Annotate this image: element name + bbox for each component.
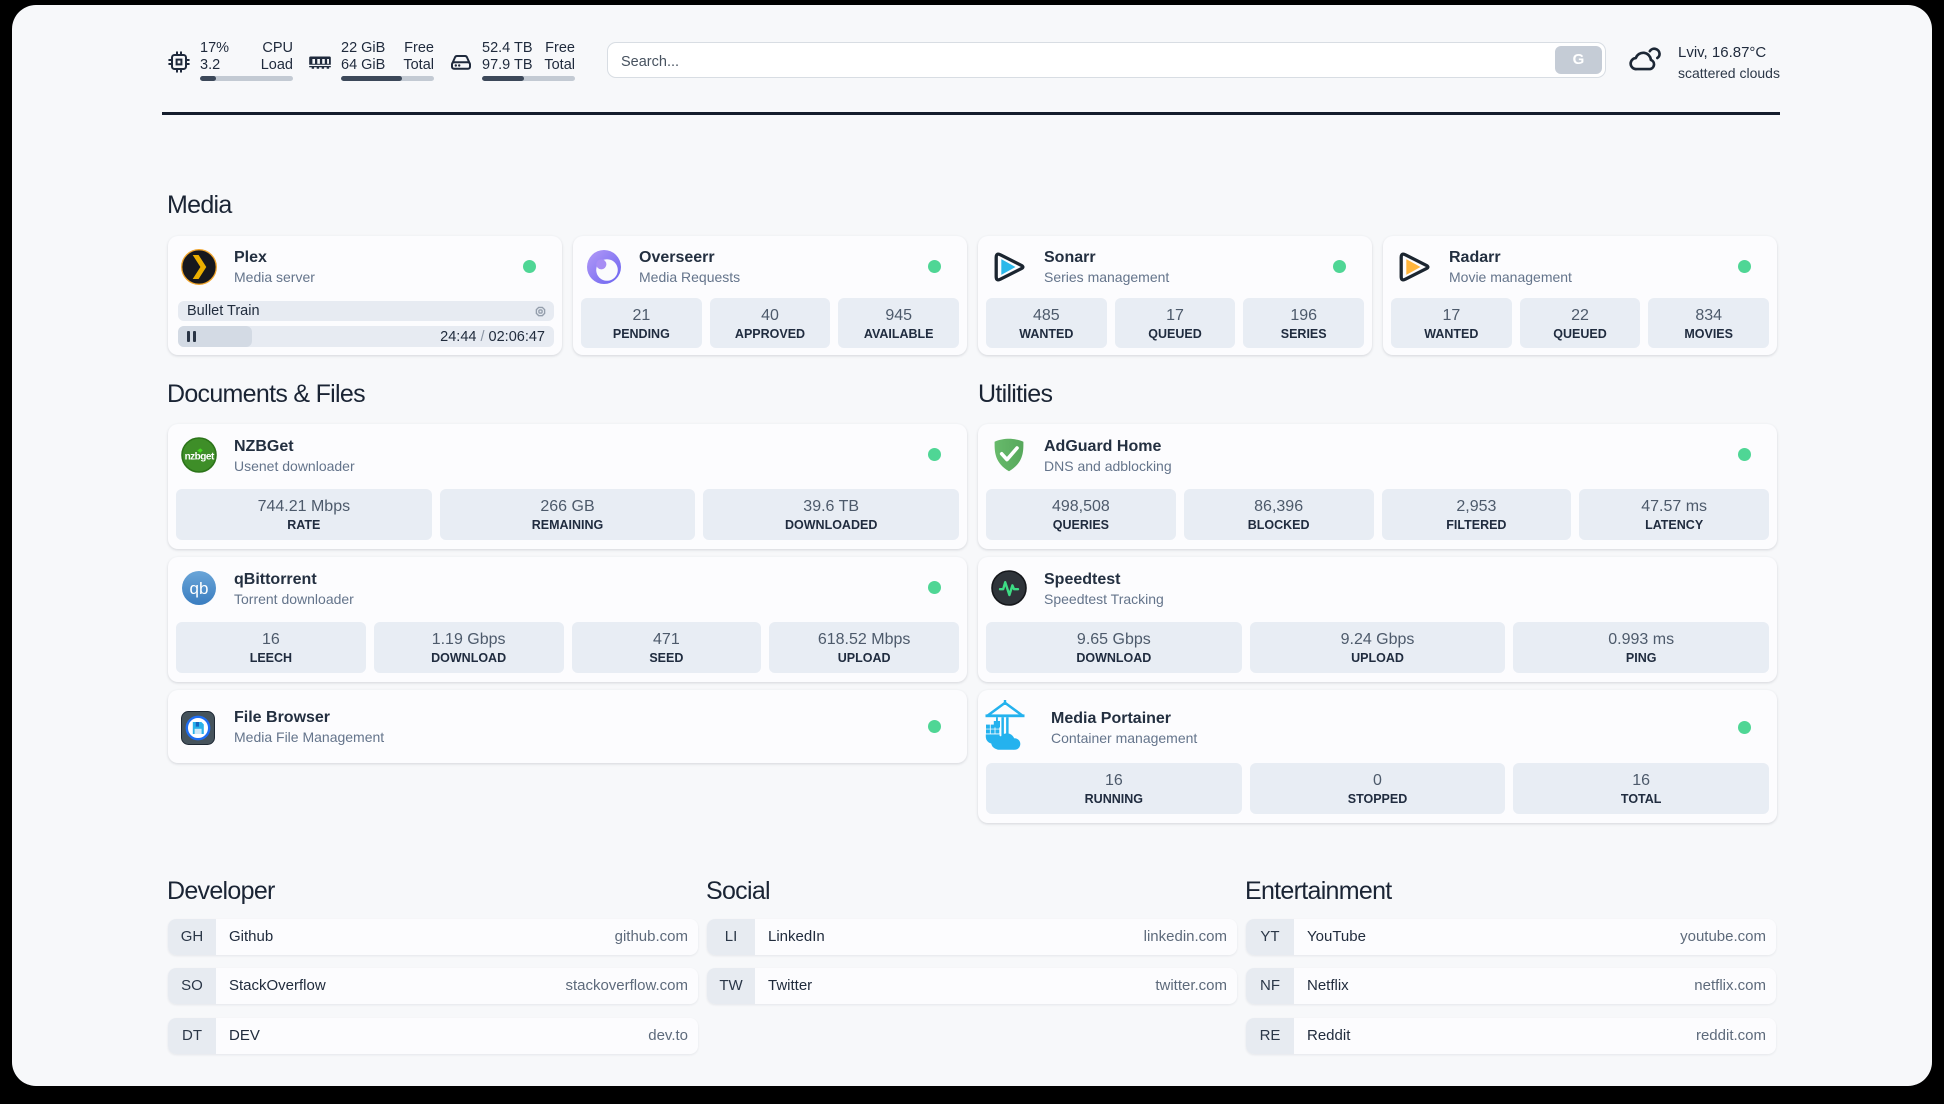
svg-text:nzbget: nzbget bbox=[185, 451, 215, 462]
svg-text:qb: qb bbox=[190, 579, 209, 598]
